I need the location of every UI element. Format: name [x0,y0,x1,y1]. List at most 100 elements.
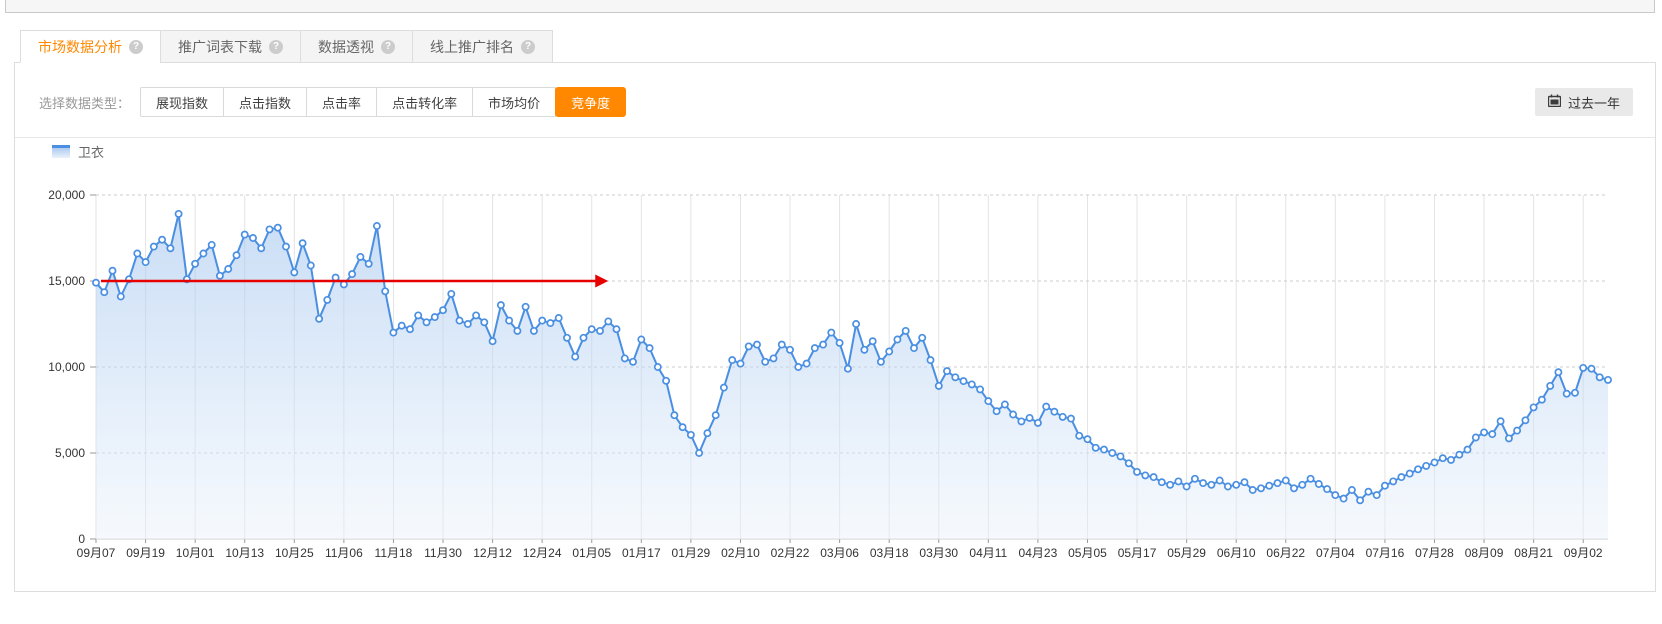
data-point[interactable] [249,234,257,242]
data-point[interactable] [290,268,299,277]
data-point[interactable] [1141,471,1150,480]
data-point[interactable] [703,429,712,438]
data-point[interactable] [1463,445,1472,454]
data-point[interactable] [868,337,877,346]
data-point[interactable] [1438,454,1447,463]
data-point[interactable] [1257,484,1265,493]
data-point[interactable] [141,258,150,267]
data-point[interactable] [1025,413,1034,422]
tab-2[interactable]: 推广词表下载? [160,30,301,63]
data-point[interactable] [1397,473,1406,482]
data-point[interactable] [463,320,472,328]
data-point[interactable] [819,340,828,349]
data-point[interactable] [893,335,902,344]
tab-3[interactable]: 数据透视? [300,30,413,63]
data-point[interactable] [348,270,357,279]
data-point[interactable] [1108,449,1117,457]
data-point[interactable] [1579,363,1588,372]
data-point[interactable] [596,326,604,335]
data-point[interactable] [761,357,770,366]
data-point[interactable] [810,344,819,353]
data-point[interactable] [670,411,679,420]
data-point[interactable] [827,328,836,337]
data-point[interactable] [1116,452,1125,461]
data-point[interactable] [1058,412,1067,421]
data-point[interactable] [488,337,497,346]
data-point[interactable] [1232,480,1241,489]
data-point[interactable] [951,373,960,382]
data-point[interactable] [513,326,522,335]
data-point[interactable] [1075,431,1084,440]
data-point[interactable] [876,357,885,366]
data-point[interactable] [108,266,117,275]
data-point[interactable] [166,244,175,253]
data-point[interactable] [571,352,580,361]
data-point[interactable] [802,359,811,368]
data-point[interactable] [901,326,910,335]
data-point[interactable] [736,359,745,368]
data-point[interactable] [587,325,596,334]
data-point[interactable] [686,430,695,439]
data-point[interactable] [620,354,629,363]
metric-button-3[interactable]: 点击率 [306,87,378,117]
data-point[interactable] [860,345,869,354]
data-point[interactable] [1504,434,1513,443]
data-point[interactable] [356,252,365,261]
data-point[interactable] [1389,477,1398,486]
metric-button-6[interactable]: 竞争度 [555,87,627,117]
help-icon[interactable]: ? [269,39,283,54]
data-point[interactable] [637,335,646,344]
data-point[interactable] [1223,482,1232,491]
data-point[interactable] [1017,417,1026,426]
data-point[interactable] [554,314,563,322]
data-point[interactable] [1496,417,1505,426]
data-point[interactable] [1595,373,1604,382]
data-point[interactable] [753,340,761,349]
data-point[interactable] [992,407,1001,416]
data-point[interactable] [1091,443,1100,452]
data-point[interactable] [1240,478,1249,487]
data-point[interactable] [92,278,100,287]
data-point[interactable] [389,328,398,337]
date-range-button[interactable]: 过去一年 [1534,88,1633,116]
data-point[interactable] [728,356,737,365]
data-point[interactable] [1537,395,1546,404]
data-point[interactable] [1587,364,1596,373]
data-point[interactable] [1414,465,1422,474]
chart-legend[interactable]: 卫衣 [52,142,104,161]
data-point[interactable] [273,223,282,232]
metric-button-4[interactable]: 点击转化率 [376,87,474,117]
data-point[interactable] [447,289,456,298]
data-point[interactable] [786,345,794,354]
data-point[interactable] [257,244,266,253]
data-point[interactable] [926,356,935,365]
data-point[interactable] [1604,375,1612,384]
data-point[interactable] [1347,486,1356,494]
data-point[interactable] [1521,416,1530,425]
data-point[interactable] [364,259,373,268]
data-point[interactable] [1422,461,1431,470]
data-point[interactable] [1207,480,1216,489]
data-point[interactable] [1339,494,1348,503]
data-point[interactable] [397,321,406,330]
data-point[interactable] [1298,480,1307,489]
tab-4[interactable]: 线上推广排名? [412,30,553,63]
data-point[interactable] [505,316,514,325]
data-point[interactable] [1480,428,1489,437]
data-point[interactable] [1554,368,1563,377]
data-point[interactable] [1529,403,1538,412]
data-point[interactable] [240,230,249,239]
data-point[interactable] [1455,450,1464,459]
data-point[interactable] [100,288,109,297]
data-point[interactable] [835,338,844,347]
data-point[interactable] [959,377,968,386]
tab-1[interactable]: 市场数据分析? [20,30,161,63]
data-point[interactable] [521,302,530,311]
data-point[interactable] [1405,469,1414,478]
data-point[interactable] [976,385,985,394]
data-point[interactable] [1009,410,1018,419]
data-point[interactable] [943,367,951,376]
data-point[interactable] [116,292,125,301]
data-point[interactable] [149,242,158,251]
data-point[interactable] [1133,467,1141,476]
